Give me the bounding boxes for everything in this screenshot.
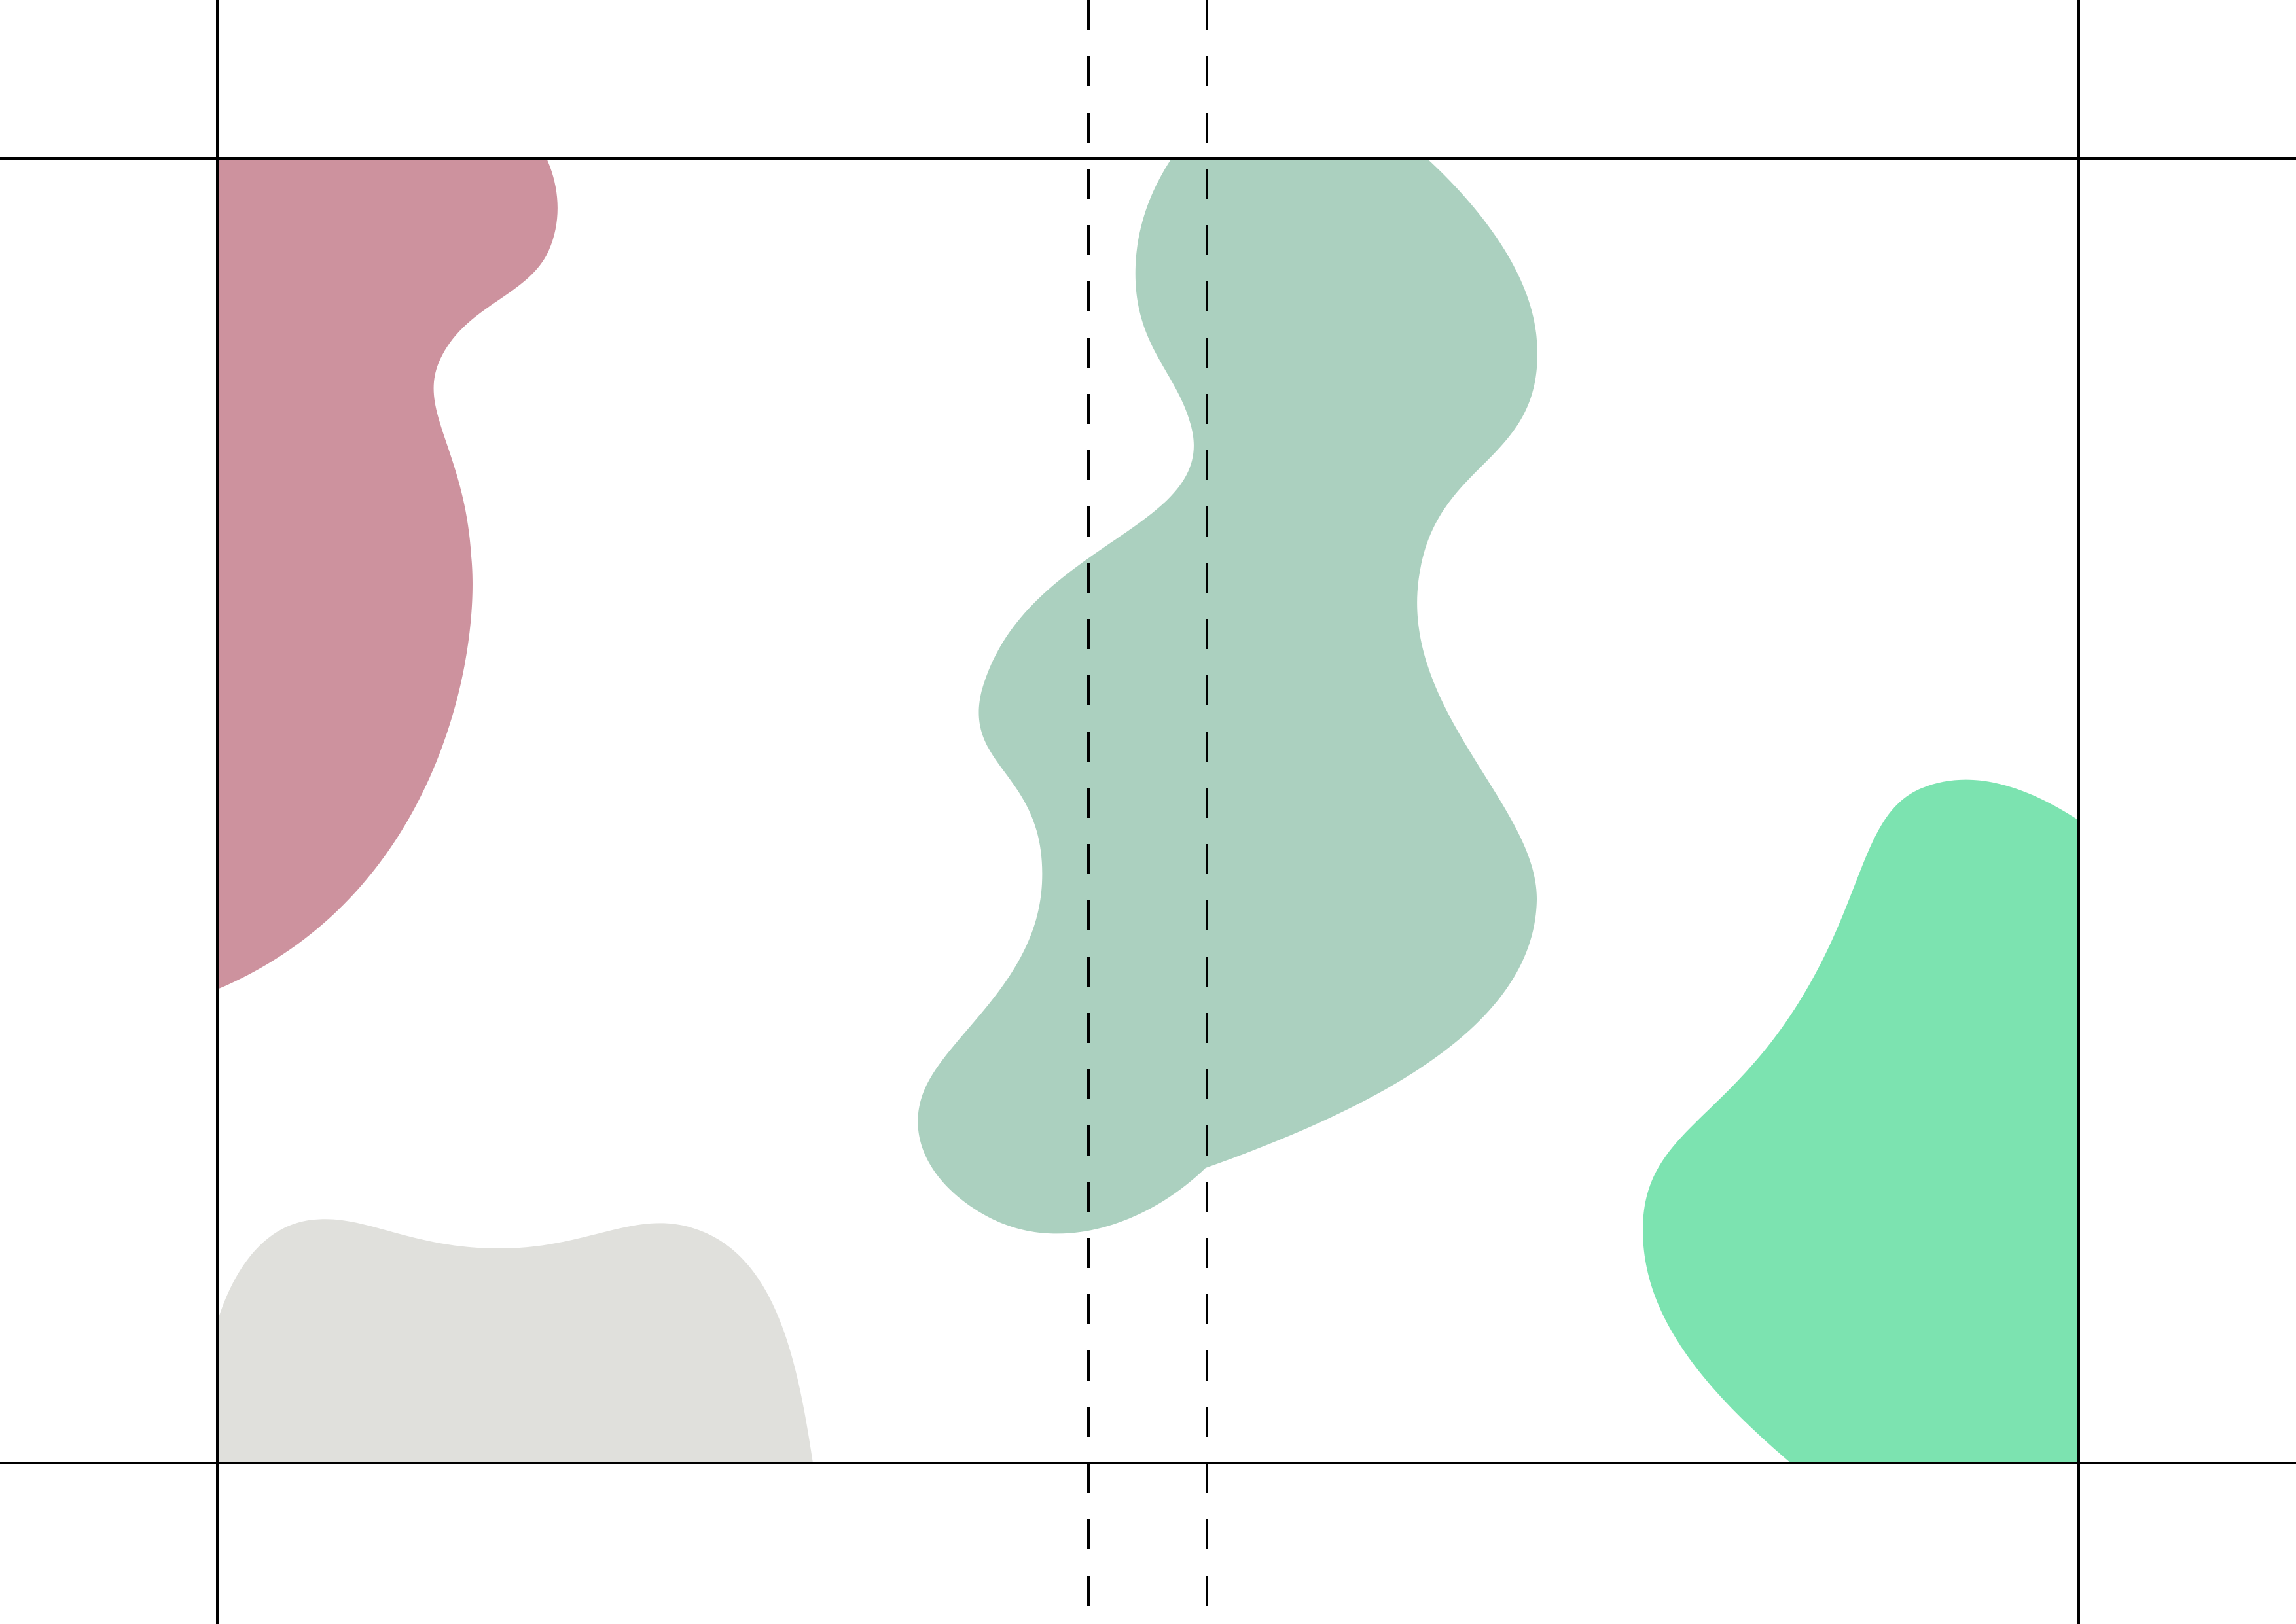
fold-lines: [1087, 0, 1208, 1624]
mint-blob: [1643, 779, 2080, 1463]
rose-blob: [217, 158, 558, 989]
sage-blob: [918, 158, 1537, 1234]
gray-blob: [217, 1219, 813, 1463]
